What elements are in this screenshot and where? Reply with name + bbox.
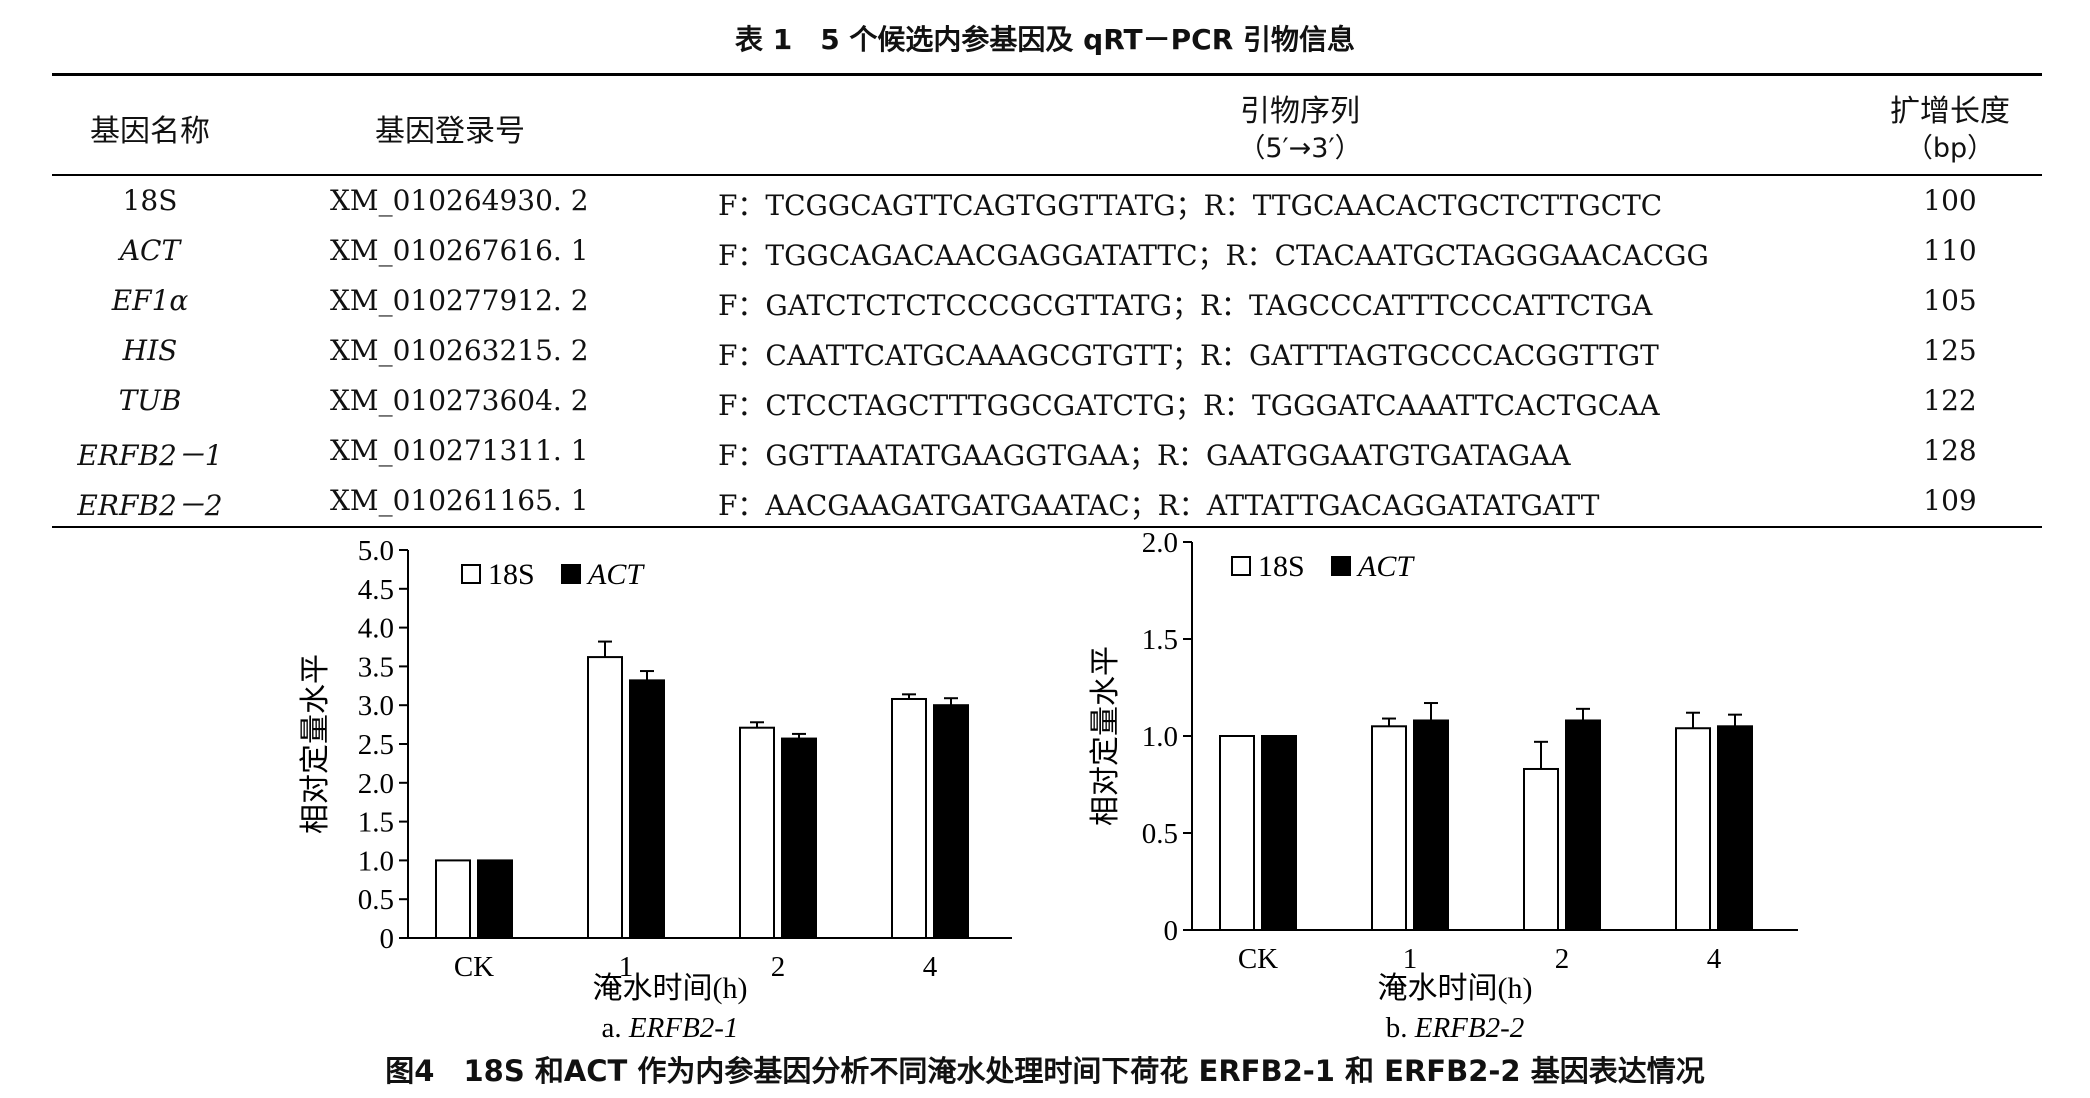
- chart-b-bar-act: [1717, 725, 1753, 931]
- chart-b-panel-caption: b. ERFB2-2: [1386, 1012, 1525, 1044]
- accession-cell: XM_010277912. 2: [330, 284, 589, 317]
- length-cell: 110: [1923, 234, 1977, 267]
- gene-name-cell: EF1α: [111, 284, 189, 317]
- chart-a-panel-caption: a. ERFB2-1: [602, 1012, 739, 1044]
- accession-cell: XM_010267616. 1: [330, 234, 589, 267]
- chart-a-y-tick-label: 4.5: [358, 574, 394, 606]
- chart-b-x-tick-label: 2: [1555, 943, 1570, 975]
- length-cell: 125: [1923, 334, 1977, 367]
- chart-a-legend-label: ACT: [586, 558, 645, 591]
- chart-b-y-tick-label: 0.5: [1142, 818, 1178, 850]
- chart-a-legend-swatch: [561, 564, 581, 584]
- chart-b-panel-gene: ERFB2-2: [1414, 1012, 1525, 1044]
- chart-a-y-tick-label: 1.0: [358, 845, 394, 877]
- chart-a-panel-gene: ERFB2-1: [628, 1012, 739, 1044]
- primer-cell: F：CAATTCATGCAAAGCGTGTT；R：GATTTAGTGCCCACG…: [718, 339, 1659, 372]
- chart-a-bar-18s: [587, 656, 623, 939]
- chart-b-legend-label: ACT: [1356, 550, 1415, 583]
- chart-b-y-axis-label: 相对定量水平: [1089, 646, 1122, 826]
- chart-a-bar-18s: [739, 726, 775, 939]
- figure-caption: 图4 18S 和ACT 作为内参基因分析不同淹水处理时间下荷花 ERFB2-1 …: [385, 1054, 1705, 1088]
- chart-a-y-tick-label: 4.0: [358, 613, 394, 645]
- table-top-rule: [52, 73, 2042, 76]
- chart-b-panel-letter: b.: [1386, 1012, 1415, 1044]
- chart-a-y-tick-label: 3.5: [358, 651, 394, 683]
- accession-cell: XM_010273604. 2: [330, 384, 589, 417]
- chart-a-y-tick-label: 5.0: [358, 535, 394, 567]
- table-bottom-rule: [52, 526, 2042, 528]
- length-cell: 128: [1923, 434, 1977, 467]
- table-title: 表 1 5 个候选内参基因及 qRT－PCR 引物信息: [734, 23, 1356, 56]
- gene-name-cell: HIS: [122, 334, 178, 367]
- chart-b-y-tick-label: 1.5: [1142, 624, 1178, 656]
- chart-b-bar-18s: [1371, 725, 1407, 931]
- chart-a-y-tick-label: 3.0: [358, 690, 394, 722]
- chart-a-bar-act: [629, 679, 665, 939]
- chart-a-y-axis-label: 相对定量水平: [299, 654, 332, 834]
- chart-a-bar-18s: [435, 859, 471, 939]
- chart-b-bar-act: [1413, 719, 1449, 931]
- accession-cell: XM_010261165. 1: [330, 484, 589, 517]
- chart-a-bar-act: [933, 704, 969, 939]
- chart-a-x-tick-label: CK: [454, 951, 494, 983]
- primer-cell: F：TGGCAGACAACGAGGATATTC；R：CTACAATGCTAGGG…: [718, 239, 1709, 272]
- chart-a-legend-label: 18S: [488, 558, 535, 591]
- chart-a-x-axis-label: 淹水时间(h): [593, 972, 748, 1005]
- chart-a-x-tick-label: 1: [619, 951, 634, 983]
- primer-cell: F：GATCTCTCTCCCGCGTTATG；R：TAGCCCATTTCCCAT…: [718, 289, 1653, 322]
- chart-b-y-tick-label: 0: [1164, 915, 1179, 947]
- primer-cell: F：AACGAAGATGATGAATAC；R：ATTATTGACAGGATATG…: [718, 489, 1600, 522]
- header-length-line1: 扩增长度: [1890, 94, 2010, 129]
- primer-cell: F：TCGGCAGTTCAGTGGTTATG；R：TTGCAACACTGCTCT…: [718, 189, 1663, 222]
- chart-b-x-tick-label: 4: [1707, 943, 1722, 975]
- chart-b-x-tick-label: CK: [1238, 943, 1278, 975]
- chart-b-y-tick-label: 2.0: [1142, 530, 1178, 559]
- gene-name-cell: ERFB2－1: [77, 439, 223, 472]
- chart-b-legend-label: 18S: [1258, 550, 1305, 583]
- figure-charts: 0 0.5 1.0 1.5 2.0 2.5 3.0 3.5 4.0 4.5 5.0 CK 1 2 4 18S A…: [299, 530, 1798, 1044]
- chart-b-legend-swatch: [1231, 556, 1251, 576]
- chart-a-bar-18s: [891, 697, 927, 939]
- chart-b-bar-18s: [1675, 727, 1711, 931]
- accession-cell: XM_010263215. 2: [330, 334, 589, 367]
- chart-a-x-tick-label: 4: [923, 951, 938, 983]
- length-cell: 105: [1923, 284, 1977, 317]
- chart-a-y-tick-label: 2.5: [358, 729, 394, 761]
- chart-a-legend-swatch: [461, 564, 481, 584]
- primer-cell: F：GGTTAATATGAAGGTGAA；R：GAATGGAATGTGATAGA…: [718, 439, 1571, 472]
- accession-cell: XM_010271311. 1: [330, 434, 589, 467]
- chart-a-y-tick-label: 0.5: [358, 884, 394, 916]
- chart-b-x-axis-label: 淹水时间(h): [1378, 972, 1533, 1005]
- chart-b-x-tick-label: 1: [1403, 943, 1418, 975]
- chart-a-bar-act: [781, 737, 817, 939]
- gene-name-cell: ERFB2－2: [77, 489, 223, 522]
- gene-name-cell: ACT: [119, 234, 181, 267]
- header-length-line2: （bp）: [1905, 133, 1995, 164]
- gene-name-cell: TUB: [118, 384, 182, 417]
- chart-b-y-tick-label: 1.0: [1142, 721, 1178, 753]
- table-header-rule: [52, 174, 2042, 176]
- primer-cell: F：CTCCTAGCTTTGGCGATCTG；R：TGGGATCAAATTCAC…: [718, 389, 1660, 422]
- chart-a-y-tick-label: 0: [380, 923, 395, 955]
- header-primer-line2: （5′→3′）: [1238, 133, 1362, 164]
- chart-a-y-tick-label: 1.5: [358, 807, 394, 839]
- length-cell: 109: [1923, 484, 1977, 517]
- chart-a-x-tick-label: 2: [771, 951, 786, 983]
- chart-a-y-tick-label: 2.0: [358, 768, 394, 800]
- header-accession: 基因登录号: [375, 114, 525, 149]
- length-cell: 100: [1923, 184, 1977, 217]
- chart-a-panel-letter: a.: [602, 1012, 629, 1044]
- chart-b-bar-18s: [1219, 735, 1255, 931]
- header-gene-name: 基因名称: [90, 114, 210, 149]
- length-cell: 122: [1923, 384, 1977, 417]
- chart-b-bar-act: [1565, 719, 1601, 931]
- header-primer-line1: 引物序列: [1240, 94, 1360, 129]
- accession-cell: XM_010264930. 2: [330, 184, 589, 217]
- chart-b-bar-act: [1261, 735, 1297, 931]
- chart-b-legend-swatch: [1331, 556, 1351, 576]
- gene-name-cell: 18S: [122, 184, 178, 217]
- chart-b-bar-18s: [1523, 767, 1559, 931]
- chart-a-bar-act: [477, 859, 513, 939]
